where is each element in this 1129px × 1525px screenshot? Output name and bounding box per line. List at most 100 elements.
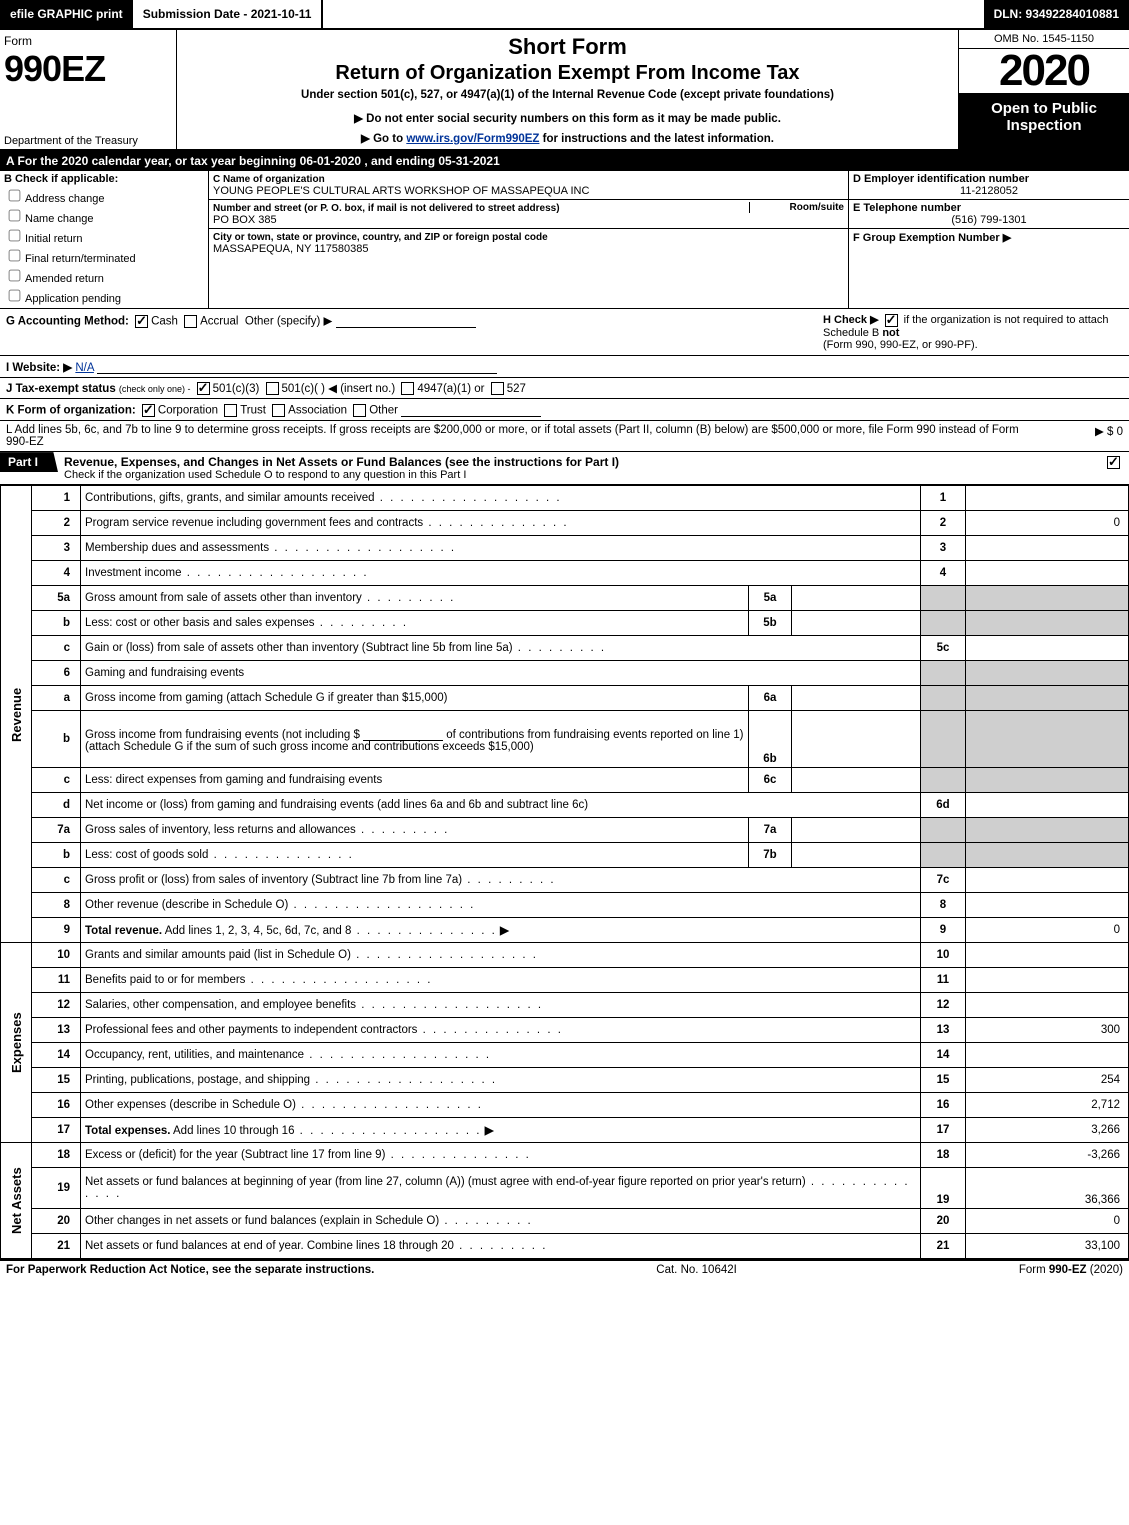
line-21-amt: 33,100 [966,1234,1129,1259]
line-5a-midnum: 5a [749,586,792,611]
warning-public: ▶ Do not enter social security numbers o… [183,111,952,125]
h-text2: (Form 990, 990-EZ, or 990-PF). [823,339,978,351]
street-value: PO BOX 385 [213,214,277,226]
chk-final-return[interactable]: Final return/terminated [4,246,204,265]
line-1-num: 1 [32,486,81,511]
line-6c-num: c [32,768,81,793]
line-6b-blank[interactable] [363,726,443,741]
line-3: 3 Membership dues and assessments 3 [1,536,1129,561]
line-5c-desc: Gain or (loss) from sale of assets other… [85,642,513,654]
h-label: H Check ▶ [823,314,879,326]
group-exemption-label: F Group Exemption Number ▶ [853,232,1011,244]
line-16-desc: Other expenses (describe in Schedule O) [85,1099,296,1111]
line-6c: c Less: direct expenses from gaming and … [1,768,1129,793]
line-12: 12 Salaries, other compensation, and emp… [1,993,1129,1018]
line-16-num: 16 [32,1093,81,1118]
line-11: 11 Benefits paid to or for members 11 [1,968,1129,993]
chk-other-org[interactable] [353,404,366,417]
line-6d-amt [966,793,1129,818]
other-org-field[interactable] [401,402,541,417]
chk-accrual[interactable] [184,315,197,328]
chk-initial-return[interactable]: Initial return [4,226,204,245]
line-17-amt: 3,266 [966,1118,1129,1143]
org-info-row: B Check if applicable: Address change Na… [0,171,1129,309]
line-20-refnum: 20 [921,1209,966,1234]
chk-501c3[interactable] [197,382,210,395]
tax-exempt-sub: (check only one) - [119,384,191,394]
expenses-side-label: Expenses [1,943,32,1143]
line-5b-midnum: 5b [749,611,792,636]
header-right: OMB No. 1545-1150 2020 Open to Public In… [958,30,1129,149]
chk-name-change[interactable]: Name change [4,206,204,225]
line-10-num: 10 [32,943,81,968]
efile-print-label[interactable]: efile GRAPHIC print [0,0,133,28]
chk-corporation[interactable] [142,404,155,417]
chk-501c[interactable] [266,382,279,395]
lbl-other-org: Other [369,405,398,417]
line-14-num: 14 [32,1043,81,1068]
line-10: Expenses 10 Grants and similar amounts p… [1,943,1129,968]
tax-exempt-label: J Tax-exempt status [6,383,116,395]
chk-trust[interactable] [224,404,237,417]
chk-527[interactable] [491,382,504,395]
line-19: 19 Net assets or fund balances at beginn… [1,1168,1129,1209]
chk-4947[interactable] [401,382,414,395]
line-18-num: 18 [32,1143,81,1168]
footer-paperwork: For Paperwork Reduction Act Notice, see … [6,1264,374,1276]
footer-catno: Cat. No. 10642I [656,1264,737,1276]
line-17: 17 Total expenses. Add lines 10 through … [1,1118,1129,1143]
row-l-amount: ▶ $ 0 [1023,424,1123,448]
street-label: Number and street (or P. O. box, if mail… [213,203,560,214]
line-6d: d Net income or (loss) from gaming and f… [1,793,1129,818]
header-left: Form 990EZ Department of the Treasury [0,30,177,149]
line-6d-refnum: 6d [921,793,966,818]
lbl-other-specify: Other (specify) ▶ [245,316,332,328]
chk-application-pending[interactable]: Application pending [4,286,204,305]
line-12-num: 12 [32,993,81,1018]
line-9: 9 Total revenue. Total revenue. Add line… [1,918,1129,943]
city-label: City or town, state or province, country… [213,232,548,243]
chk-address-change[interactable]: Address change [4,186,204,205]
line-7b-midnum: 7b [749,843,792,868]
lbl-accrual: Accrual [200,316,238,328]
box-b-title: B Check if applicable: [4,173,204,185]
irs-link[interactable]: www.irs.gov/Form990EZ [406,133,539,145]
line-6a-desc: Gross income from gaming (attach Schedul… [85,692,447,704]
chk-association[interactable] [272,404,285,417]
line-6c-midnum: 6c [749,768,792,793]
footer-form-ref: Form 990-EZ (2020) [1019,1264,1123,1276]
line-9-amt: 0 [966,918,1129,943]
box-b: B Check if applicable: Address change Na… [0,171,209,308]
other-specify-field[interactable] [336,313,476,328]
line-7a-desc: Gross sales of inventory, less returns a… [85,824,356,836]
form-number: 990EZ [4,48,105,89]
line-13-num: 13 [32,1018,81,1043]
line-6b-midnum: 6b [749,711,792,768]
line-2-amt: 0 [966,511,1129,536]
line-4-refnum: 4 [921,561,966,586]
line-6b-desc1: Gross income from fundraising events (no… [85,729,360,741]
lbl-cash: Cash [151,316,178,328]
line-5c-refnum: 5c [921,636,966,661]
line-7b-midamt [792,843,921,868]
line-18: Net Assets 18 Excess or (deficit) for th… [1,1143,1129,1168]
line-9-num: 9 [32,918,81,943]
line-7a-midnum: 7a [749,818,792,843]
chk-cash[interactable] [135,315,148,328]
line-9-desc: Total revenue. [85,925,162,937]
chk-schedule-o-part1[interactable] [1107,456,1120,469]
line-5c-num: c [32,636,81,661]
line-7c: c Gross profit or (loss) from sales of i… [1,868,1129,893]
chk-schedule-b[interactable] [885,314,898,327]
lbl-association: Association [288,405,347,417]
chk-amended-return[interactable]: Amended return [4,266,204,285]
line-15: 15 Printing, publications, postage, and … [1,1068,1129,1093]
line-6c-refgrey [921,768,966,793]
lbl-527: 527 [507,383,526,395]
line-6-amtgrey [966,661,1129,686]
row-l-text: L Add lines 5b, 6c, and 7b to line 9 to … [6,424,1019,448]
line-15-amt: 254 [966,1068,1129,1093]
line-6d-desc: Net income or (loss) from gaming and fun… [85,799,588,811]
line-5b-refgrey [921,611,966,636]
website-value[interactable]: N/A [75,362,94,374]
